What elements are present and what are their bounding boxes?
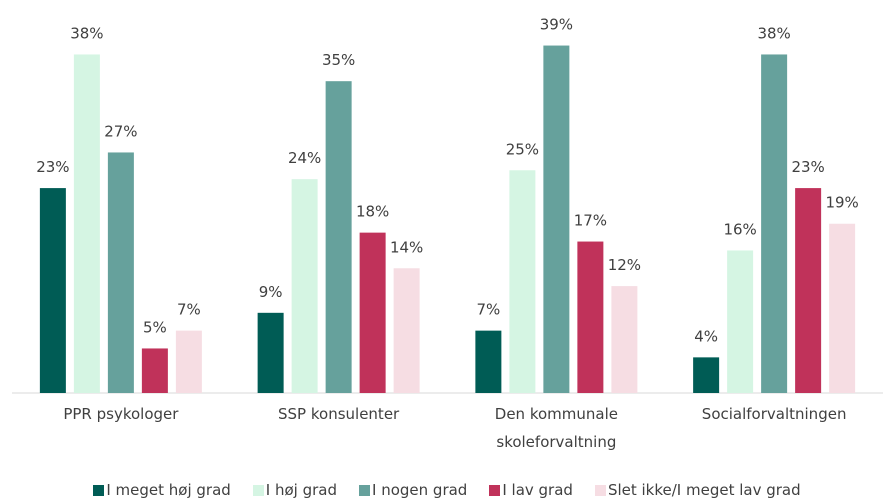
bar: [829, 223, 856, 393]
legend-swatch: [93, 484, 105, 496]
bar: [39, 188, 66, 393]
data-label: 24%: [288, 149, 321, 167]
legend-item: I nogen grad: [359, 481, 467, 499]
data-label: 23%: [791, 158, 824, 176]
data-label: 18%: [356, 203, 389, 221]
bar: [325, 81, 352, 393]
legend-item: I lav grad: [489, 481, 573, 499]
bar: [257, 312, 284, 393]
legend: I meget høj grad I høj grad I nogen grad I …: [0, 481, 894, 499]
legend-label: I høj grad: [265, 481, 338, 499]
bar: [175, 330, 202, 393]
data-label: 38%: [70, 24, 103, 42]
data-label: 16%: [723, 220, 756, 238]
data-label: 12%: [608, 256, 641, 274]
legend-item: I høj grad: [252, 481, 338, 499]
legend-swatch: [594, 484, 606, 496]
bar: [107, 152, 134, 393]
bar: [795, 188, 822, 393]
data-label: 7%: [476, 301, 500, 319]
data-label: 4%: [694, 327, 718, 345]
data-label: 19%: [825, 194, 858, 212]
legend-label: Slet ikke/I meget lav grad: [607, 481, 801, 499]
legend-swatch: [252, 484, 264, 496]
data-label: 23%: [36, 158, 69, 176]
legend-item: Slet ikke/I meget lav grad: [594, 481, 801, 499]
data-label: 5%: [143, 318, 167, 336]
data-label: 7%: [177, 301, 201, 319]
x-tick-label: PPR psykologer: [63, 405, 179, 423]
data-label: 35%: [322, 51, 355, 69]
legend-label: I lav grad: [502, 481, 573, 499]
plot: 23% 38% 27% 5% 7% 9% 24% 35% 18%14% 7% 25% 39% 17% 12…: [12, 16, 883, 394]
legend-label: I nogen grad: [372, 481, 468, 499]
x-tick-label: SSP konsulenter: [278, 405, 400, 423]
data-label: 38%: [757, 24, 790, 42]
bar: [509, 170, 536, 393]
legend-label: I meget høj grad: [106, 481, 231, 499]
bar: [393, 268, 420, 393]
legend-swatch: [359, 484, 371, 496]
bar: [359, 232, 386, 393]
bar: [577, 241, 604, 393]
x-tick-label: Socialforvaltningen: [701, 405, 847, 423]
data-label: 17%: [574, 212, 607, 230]
bar: [693, 357, 720, 393]
legend-swatch: [489, 484, 501, 496]
legend-item: I meget høj grad: [93, 481, 231, 499]
bar: [727, 250, 754, 393]
bar: [761, 54, 788, 394]
bar: [73, 54, 100, 394]
x-tick-label: Den kommunale skoleforvaltning: [494, 405, 618, 451]
bar: [475, 330, 502, 393]
bar: [543, 45, 570, 393]
data-label: 9%: [259, 283, 283, 301]
data-label: 27%: [104, 122, 137, 140]
bar: [611, 286, 638, 393]
bar: [141, 348, 168, 393]
bar: [291, 179, 318, 393]
data-label: 14%: [390, 238, 423, 256]
data-label: 39%: [540, 16, 573, 34]
data-label: 25%: [506, 140, 539, 158]
